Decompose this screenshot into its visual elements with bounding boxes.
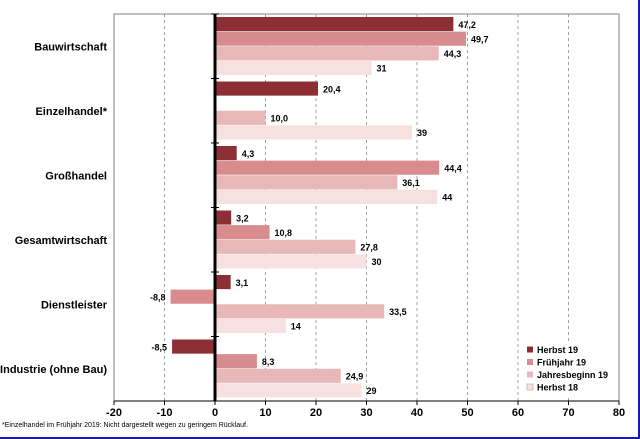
data-label: 3,2 bbox=[236, 213, 249, 223]
category-label: Gesamtwirtschaft bbox=[15, 235, 108, 247]
data-label: 4,3 bbox=[242, 149, 255, 159]
bar bbox=[215, 383, 362, 398]
data-label: 10,8 bbox=[275, 228, 293, 238]
data-label: 49,7 bbox=[471, 34, 489, 44]
bar bbox=[215, 304, 385, 319]
data-label: 10,0 bbox=[271, 114, 289, 124]
data-label: 36,1 bbox=[402, 178, 420, 188]
legend-swatch bbox=[526, 383, 534, 391]
legend-swatch bbox=[527, 346, 533, 353]
category-label: Dienstleister bbox=[41, 299, 108, 311]
bar bbox=[215, 81, 319, 96]
data-label: 27,8 bbox=[360, 243, 378, 253]
data-label: -8,5 bbox=[152, 342, 168, 352]
data-label: 3,1 bbox=[236, 278, 249, 288]
x-tick-label: 70 bbox=[562, 407, 574, 419]
legend-swatch bbox=[527, 371, 533, 378]
bar bbox=[170, 289, 215, 304]
data-label: 44 bbox=[442, 193, 452, 203]
data-label: 20,4 bbox=[323, 84, 341, 94]
bar bbox=[215, 239, 356, 254]
category-labels: Bauwirtschaft Einzelhandel* Großhandel Gesa… bbox=[0, 41, 108, 376]
bar bbox=[215, 175, 398, 190]
bar bbox=[215, 275, 231, 290]
bar bbox=[215, 210, 232, 225]
footnote: *Einzelhandel im Frühjahr 2019: Nicht da… bbox=[2, 422, 248, 429]
data-label: 14 bbox=[291, 322, 301, 332]
data-label: -8,8 bbox=[150, 292, 166, 302]
bar bbox=[215, 354, 257, 369]
data-label: 33,5 bbox=[389, 307, 407, 317]
x-tick-label: 50 bbox=[461, 407, 473, 419]
data-label: 30 bbox=[372, 257, 382, 267]
data-label: 31 bbox=[377, 64, 387, 74]
bar bbox=[215, 110, 266, 125]
x-tick-label: 20 bbox=[310, 407, 322, 419]
category-label: Bauwirtschaft bbox=[34, 41, 107, 53]
bar bbox=[215, 318, 286, 333]
data-labels: 47,2 49,7 44,3 31 20,4 10,0 39 4,3 44,4 36,1 44 3,2… bbox=[150, 20, 488, 396]
bar bbox=[172, 339, 215, 354]
x-tick-label: 10 bbox=[259, 407, 271, 419]
data-label: 44,4 bbox=[444, 163, 462, 173]
bar bbox=[215, 225, 270, 240]
bar bbox=[215, 60, 372, 75]
bar bbox=[215, 17, 454, 32]
bar bbox=[215, 189, 438, 204]
legend: Herbst 19 Frühjahr 19 Jahresbeginn 19 Herbs… bbox=[525, 343, 615, 397]
grid-lines bbox=[164, 14, 569, 401]
bars bbox=[170, 17, 466, 398]
data-label: 44,3 bbox=[444, 49, 462, 59]
x-tick-label: -10 bbox=[157, 407, 173, 419]
data-label: 29 bbox=[366, 386, 376, 396]
bar bbox=[215, 146, 237, 161]
data-label: 24,9 bbox=[346, 372, 364, 382]
bar bbox=[215, 31, 466, 46]
category-label: Großhandel bbox=[45, 170, 107, 182]
legend-swatch bbox=[527, 359, 533, 365]
legend-label: Frühjahr 19 bbox=[537, 358, 586, 368]
x-tick-label: 0 bbox=[212, 407, 218, 419]
x-tick-label: 30 bbox=[360, 407, 372, 419]
bar bbox=[215, 46, 439, 61]
x-tick-label: 40 bbox=[411, 407, 423, 419]
x-tick-label: 80 bbox=[613, 407, 625, 419]
bar bbox=[215, 368, 341, 383]
category-label: Einzelhandel* bbox=[35, 106, 107, 118]
legend-label: Jahresbeginn 19 bbox=[537, 370, 608, 380]
legend-label: Herbst 18 bbox=[537, 383, 578, 393]
x-tick-label: -20 bbox=[106, 407, 122, 419]
category-label: Industrie (ohne Bau) bbox=[0, 364, 107, 376]
legend-box bbox=[525, 343, 615, 397]
bar bbox=[215, 125, 412, 140]
data-label: 47,2 bbox=[458, 20, 476, 30]
bar bbox=[215, 254, 367, 269]
x-tick-label: 60 bbox=[512, 407, 524, 419]
data-label: 8,3 bbox=[262, 357, 275, 367]
data-label: 39 bbox=[417, 128, 427, 138]
bar bbox=[215, 160, 440, 175]
legend-label: Herbst 19 bbox=[537, 345, 578, 355]
